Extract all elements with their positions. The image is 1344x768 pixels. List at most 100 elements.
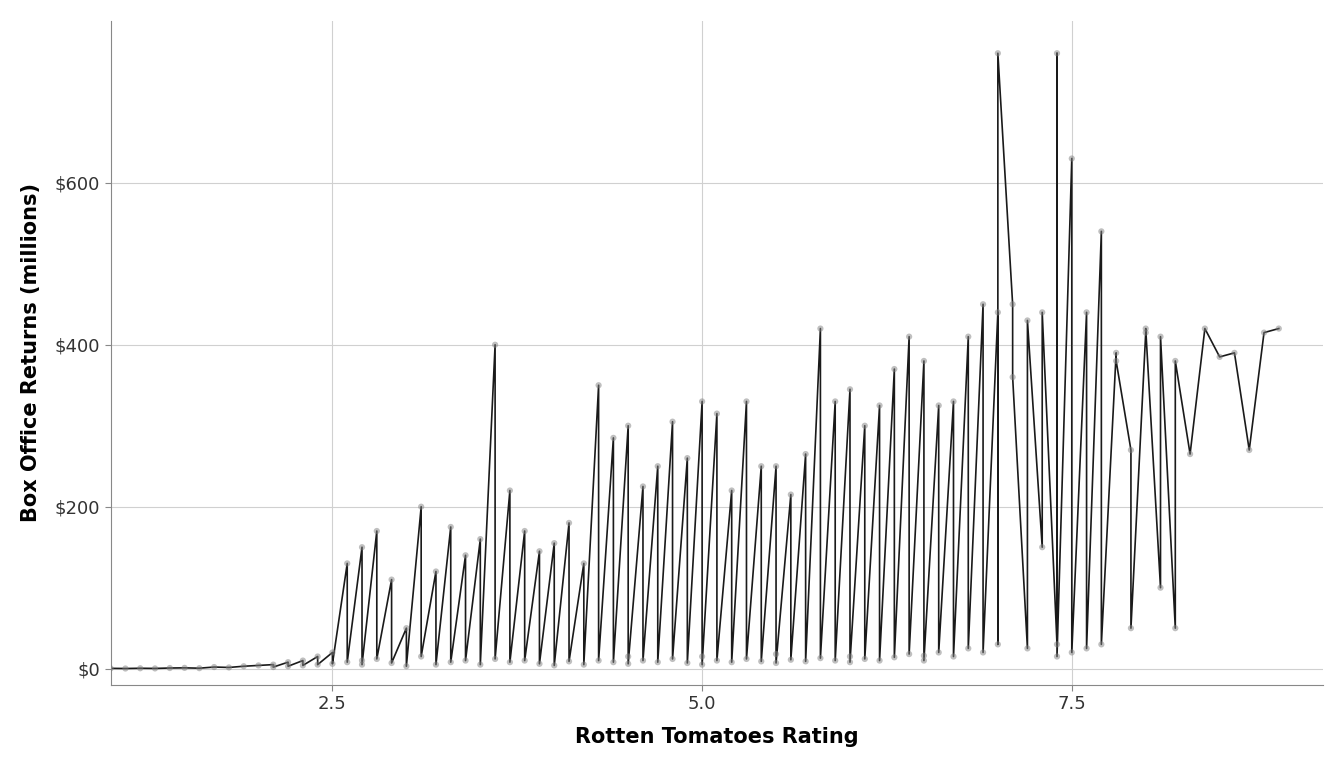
Point: [1208, 351, 1230, 363]
Point: [410, 650, 431, 663]
Point: [942, 650, 964, 663]
Point: [321, 657, 343, 670]
Point: [587, 654, 609, 667]
Point: [247, 659, 269, 671]
Point: [617, 650, 638, 663]
Point: [1253, 326, 1274, 339]
Point: [218, 661, 239, 674]
Point: [395, 660, 417, 672]
Point: [706, 408, 727, 420]
Point: [809, 323, 831, 335]
Point: [499, 485, 520, 497]
Point: [720, 656, 742, 668]
Point: [1193, 323, 1215, 335]
Point: [277, 656, 298, 668]
Point: [1164, 355, 1185, 367]
Point: [410, 501, 431, 513]
Point: [292, 654, 313, 667]
Point: [839, 656, 860, 668]
Point: [765, 460, 786, 472]
Point: [1223, 346, 1245, 359]
Point: [735, 396, 757, 408]
Point: [528, 545, 550, 558]
Point: [661, 415, 683, 428]
Point: [543, 537, 564, 549]
Point: [632, 480, 653, 492]
Point: [351, 658, 372, 670]
Point: [632, 654, 653, 667]
Point: [1031, 306, 1052, 319]
Point: [1090, 225, 1111, 237]
Point: [513, 654, 535, 667]
Point: [1120, 622, 1141, 634]
Point: [720, 485, 742, 497]
Point: [765, 648, 786, 660]
Point: [99, 662, 121, 674]
Point: [1179, 448, 1200, 460]
Point: [114, 662, 136, 674]
Point: [203, 661, 224, 674]
Point: [188, 662, 210, 674]
Point: [262, 661, 284, 674]
Point: [1105, 355, 1126, 367]
Point: [1134, 326, 1156, 339]
Point: [573, 658, 594, 670]
Point: [913, 650, 934, 662]
Point: [425, 658, 446, 670]
X-axis label: Rotten Tomatoes Rating: Rotten Tomatoes Rating: [575, 727, 859, 747]
Point: [277, 660, 298, 672]
Point: [839, 650, 860, 663]
Point: [794, 655, 816, 667]
Point: [173, 662, 195, 674]
Point: [1075, 306, 1097, 319]
Point: [306, 650, 328, 663]
Point: [366, 525, 387, 537]
Point: [1016, 314, 1038, 326]
Point: [336, 656, 358, 668]
Point: [439, 521, 461, 533]
Point: [957, 330, 978, 343]
Point: [1134, 323, 1156, 335]
Point: [306, 658, 328, 670]
Point: [1001, 371, 1023, 383]
Point: [706, 654, 727, 667]
Point: [617, 419, 638, 432]
Point: [602, 432, 624, 444]
Point: [1046, 47, 1067, 59]
Point: [292, 659, 313, 671]
Point: [454, 549, 476, 561]
Point: [395, 622, 417, 634]
Point: [351, 541, 372, 553]
Point: [425, 565, 446, 578]
Point: [321, 647, 343, 659]
Point: [351, 654, 372, 667]
Point: [750, 460, 771, 472]
Point: [380, 657, 402, 669]
Point: [957, 642, 978, 654]
Point: [853, 653, 875, 665]
Point: [853, 419, 875, 432]
Point: [780, 488, 801, 501]
Y-axis label: Box Office Returns (millions): Box Office Returns (millions): [22, 184, 40, 522]
Point: [439, 656, 461, 668]
Point: [750, 655, 771, 667]
Point: [129, 662, 151, 674]
Point: [543, 659, 564, 671]
Point: [986, 306, 1008, 319]
Point: [454, 654, 476, 667]
Point: [809, 652, 831, 664]
Point: [1105, 346, 1126, 359]
Point: [144, 662, 165, 674]
Point: [1090, 638, 1111, 650]
Point: [233, 660, 254, 672]
Point: [1238, 444, 1259, 456]
Point: [1120, 444, 1141, 456]
Point: [1075, 642, 1097, 654]
Point: [469, 658, 491, 670]
Point: [765, 657, 786, 669]
Point: [587, 379, 609, 392]
Point: [883, 651, 905, 664]
Point: [499, 656, 520, 668]
Point: [676, 657, 698, 669]
Point: [646, 460, 668, 472]
